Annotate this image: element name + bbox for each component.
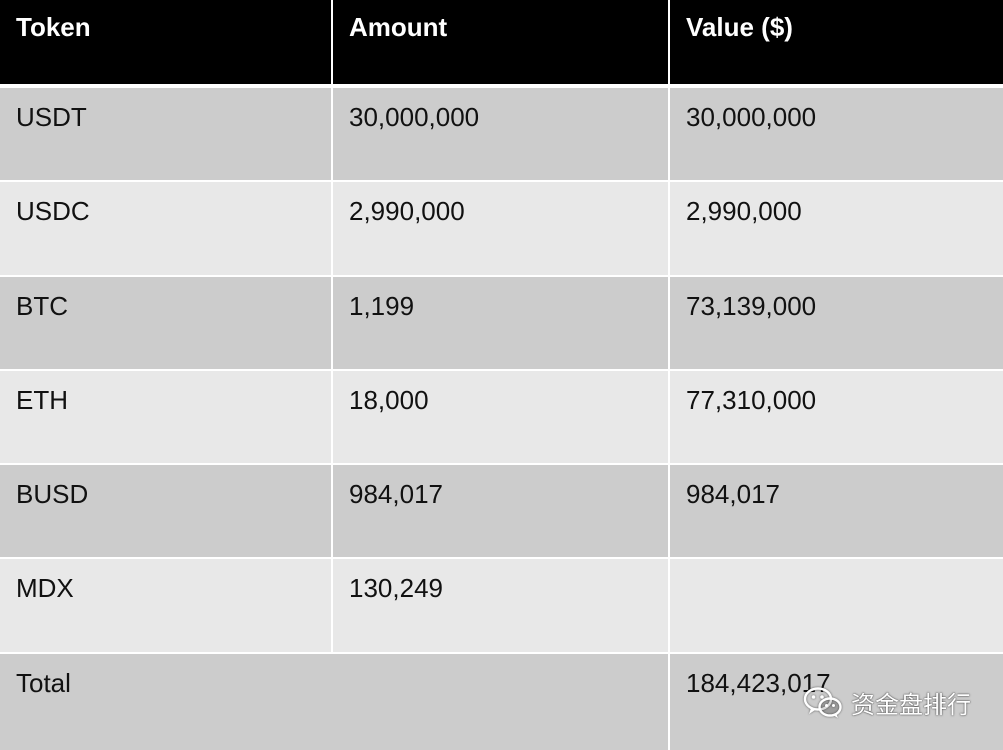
header-value: Value ($)	[670, 0, 1003, 88]
amount-cell: 18,000	[333, 370, 670, 466]
table-row: USDT 30,000,000 30,000,000	[0, 88, 1003, 183]
table-row: ETH 18,000 77,310,000	[0, 370, 1003, 466]
value-cell: 2,990,000	[670, 182, 1003, 277]
total-label: Total	[0, 653, 670, 750]
token-cell: BUSD	[0, 465, 333, 560]
value-cell: 73,139,000	[670, 276, 1003, 371]
header-row: Token Amount Value ($)	[0, 0, 1003, 88]
amount-cell: 1,199	[333, 276, 670, 371]
total-value: 184,423,017	[670, 653, 1003, 750]
amount-cell: 984,017	[333, 465, 670, 560]
token-cell: ETH	[0, 370, 333, 466]
table-row: BUSD 984,017 984,017	[0, 465, 1003, 560]
token-cell: USDC	[0, 182, 333, 277]
value-cell	[670, 559, 1003, 654]
value-cell: 77,310,000	[670, 370, 1003, 466]
token-cell: BTC	[0, 276, 333, 371]
token-cell: USDT	[0, 88, 333, 183]
watermark: 资金盘排行	[803, 685, 971, 720]
table-row: USDC 2,990,000 2,990,000	[0, 182, 1003, 277]
value-cell: 984,017	[670, 465, 1003, 560]
wechat-icon	[803, 686, 843, 719]
watermark-text: 资金盘排行	[851, 691, 971, 719]
table-row: MDX 130,249	[0, 559, 1003, 654]
amount-cell: 130,249	[333, 559, 670, 654]
table-row: BTC 1,199 73,139,000	[0, 276, 1003, 371]
header-amount: Amount	[333, 0, 670, 88]
value-cell: 30,000,000	[670, 88, 1003, 183]
header-token: Token	[0, 0, 333, 88]
total-row: Total 184,423,017	[0, 653, 1003, 750]
amount-cell: 2,990,000	[333, 182, 670, 277]
amount-cell: 30,000,000	[333, 88, 670, 183]
token-cell: MDX	[0, 559, 333, 654]
